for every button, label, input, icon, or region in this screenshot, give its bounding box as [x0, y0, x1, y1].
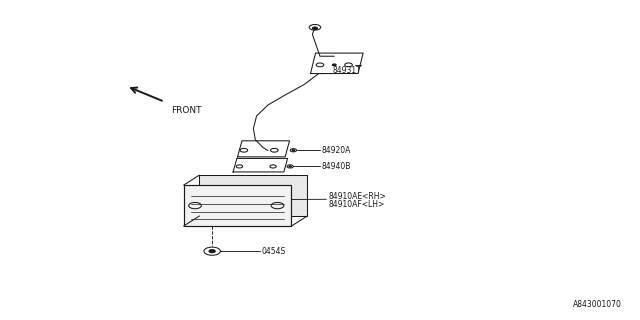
Bar: [184, 185, 291, 226]
Text: A843001070: A843001070: [573, 300, 621, 309]
Circle shape: [312, 27, 317, 29]
Circle shape: [292, 150, 294, 151]
Text: 0454S: 0454S: [262, 247, 286, 256]
Text: 84910AF<LH>: 84910AF<LH>: [328, 200, 385, 209]
Circle shape: [289, 166, 291, 167]
Circle shape: [209, 250, 215, 253]
Text: 84931T: 84931T: [333, 66, 362, 75]
Text: 84940B: 84940B: [322, 162, 351, 171]
Bar: [200, 175, 307, 216]
Text: 84910AE<RH>: 84910AE<RH>: [328, 192, 386, 201]
Circle shape: [332, 64, 336, 66]
Text: FRONT: FRONT: [171, 106, 202, 115]
Text: 84920A: 84920A: [322, 146, 351, 155]
